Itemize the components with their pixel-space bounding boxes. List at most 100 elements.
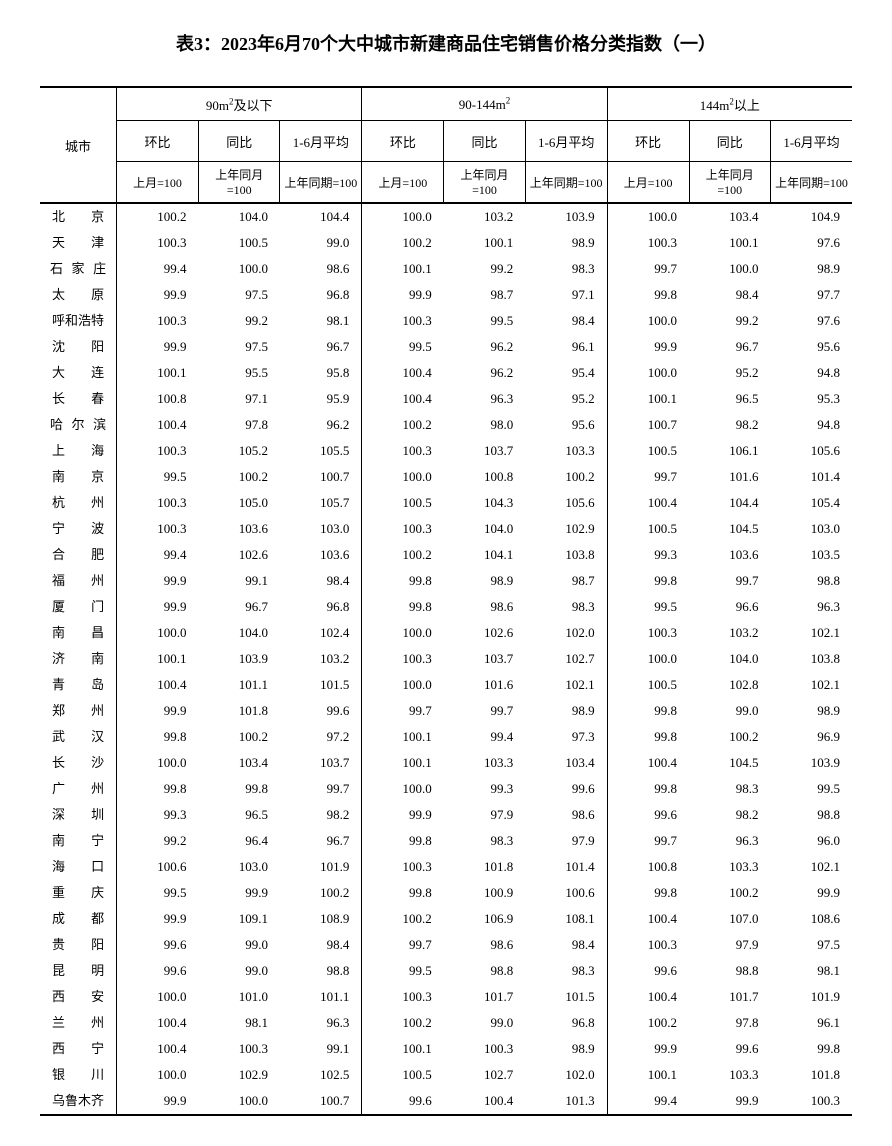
value-cell: 99.9 bbox=[117, 282, 199, 308]
value-cell: 96.3 bbox=[280, 1010, 362, 1036]
value-cell: 100.2 bbox=[689, 880, 770, 906]
value-cell: 104.0 bbox=[199, 620, 280, 646]
value-cell: 98.4 bbox=[689, 282, 770, 308]
value-cell: 100.7 bbox=[280, 1088, 362, 1115]
city-cell: 宁波 bbox=[40, 516, 117, 542]
city-cell: 沈阳 bbox=[40, 334, 117, 360]
value-cell: 100.1 bbox=[117, 360, 199, 386]
city-cell: 西安 bbox=[40, 984, 117, 1010]
value-cell: 99.8 bbox=[117, 724, 199, 750]
value-cell: 106.1 bbox=[689, 438, 770, 464]
table-row: 西安100.0101.0101.1100.3101.7101.5100.4101… bbox=[40, 984, 852, 1010]
value-cell: 98.7 bbox=[525, 568, 607, 594]
value-cell: 100.3 bbox=[117, 516, 199, 542]
value-cell: 99.9 bbox=[117, 594, 199, 620]
value-cell: 100.1 bbox=[362, 1036, 444, 1062]
value-cell: 106.9 bbox=[444, 906, 525, 932]
value-cell: 100.3 bbox=[362, 984, 444, 1010]
value-cell: 103.8 bbox=[525, 542, 607, 568]
value-cell: 100.2 bbox=[362, 1010, 444, 1036]
col-city: 城市 bbox=[40, 87, 117, 203]
value-cell: 99.3 bbox=[117, 802, 199, 828]
value-cell: 98.3 bbox=[525, 256, 607, 282]
table-row: 广州99.899.899.7100.099.399.699.898.399.5 bbox=[40, 776, 852, 802]
value-cell: 99.0 bbox=[444, 1010, 525, 1036]
value-cell: 104.4 bbox=[689, 490, 770, 516]
value-cell: 103.8 bbox=[770, 646, 852, 672]
value-cell: 101.5 bbox=[525, 984, 607, 1010]
value-cell: 99.3 bbox=[444, 776, 525, 802]
value-cell: 96.6 bbox=[689, 594, 770, 620]
value-cell: 99.3 bbox=[607, 542, 689, 568]
value-cell: 103.7 bbox=[280, 750, 362, 776]
value-cell: 95.2 bbox=[525, 386, 607, 412]
table-row: 重庆99.599.9100.299.8100.9100.699.8100.299… bbox=[40, 880, 852, 906]
city-cell: 昆明 bbox=[40, 958, 117, 984]
value-cell: 98.9 bbox=[525, 230, 607, 256]
value-cell: 105.5 bbox=[280, 438, 362, 464]
city-cell: 杭州 bbox=[40, 490, 117, 516]
value-cell: 99.1 bbox=[199, 568, 280, 594]
city-cell: 广州 bbox=[40, 776, 117, 802]
col-c-1: 环比 bbox=[607, 121, 689, 162]
value-cell: 100.2 bbox=[689, 724, 770, 750]
value-cell: 100.2 bbox=[362, 412, 444, 438]
value-cell: 104.4 bbox=[280, 203, 362, 230]
value-cell: 103.5 bbox=[770, 542, 852, 568]
value-cell: 100.3 bbox=[362, 646, 444, 672]
col-c-2: 同比 bbox=[689, 121, 770, 162]
table-row: 福州99.999.198.499.898.998.799.899.798.8 bbox=[40, 568, 852, 594]
value-cell: 96.1 bbox=[770, 1010, 852, 1036]
value-cell: 96.8 bbox=[280, 282, 362, 308]
value-cell: 100.5 bbox=[362, 1062, 444, 1088]
value-cell: 99.8 bbox=[362, 568, 444, 594]
table-row: 南宁99.296.496.799.898.397.999.796.396.0 bbox=[40, 828, 852, 854]
value-cell: 98.1 bbox=[199, 1010, 280, 1036]
value-cell: 100.0 bbox=[362, 672, 444, 698]
value-cell: 101.6 bbox=[689, 464, 770, 490]
value-cell: 95.4 bbox=[525, 360, 607, 386]
value-cell: 96.8 bbox=[280, 594, 362, 620]
value-cell: 99.6 bbox=[607, 958, 689, 984]
value-cell: 98.8 bbox=[280, 958, 362, 984]
value-cell: 102.5 bbox=[280, 1062, 362, 1088]
value-cell: 101.5 bbox=[280, 672, 362, 698]
value-cell: 103.6 bbox=[199, 516, 280, 542]
value-cell: 100.1 bbox=[444, 230, 525, 256]
value-cell: 100.0 bbox=[117, 1062, 199, 1088]
value-cell: 104.9 bbox=[770, 203, 852, 230]
value-cell: 105.6 bbox=[525, 490, 607, 516]
value-cell: 100.2 bbox=[280, 880, 362, 906]
value-cell: 100.0 bbox=[362, 464, 444, 490]
value-cell: 102.9 bbox=[525, 516, 607, 542]
value-cell: 103.2 bbox=[444, 203, 525, 230]
value-cell: 99.6 bbox=[280, 698, 362, 724]
value-cell: 99.6 bbox=[117, 958, 199, 984]
city-cell: 成都 bbox=[40, 906, 117, 932]
value-cell: 101.8 bbox=[444, 854, 525, 880]
value-cell: 100.5 bbox=[607, 672, 689, 698]
value-cell: 100.0 bbox=[362, 620, 444, 646]
value-cell: 98.4 bbox=[280, 932, 362, 958]
value-cell: 97.1 bbox=[525, 282, 607, 308]
value-cell: 104.1 bbox=[444, 542, 525, 568]
value-cell: 98.7 bbox=[444, 282, 525, 308]
value-cell: 94.8 bbox=[770, 360, 852, 386]
city-cell: 兰州 bbox=[40, 1010, 117, 1036]
value-cell: 102.9 bbox=[199, 1062, 280, 1088]
value-cell: 103.3 bbox=[525, 438, 607, 464]
table-row: 杭州100.3105.0105.7100.5104.3105.6100.4104… bbox=[40, 490, 852, 516]
base-c-1: 上月=100 bbox=[607, 162, 689, 204]
value-cell: 101.4 bbox=[525, 854, 607, 880]
value-cell: 100.0 bbox=[117, 750, 199, 776]
base-b-1: 上月=100 bbox=[362, 162, 444, 204]
table-row: 石家庄99.4100.098.6100.199.298.399.7100.098… bbox=[40, 256, 852, 282]
value-cell: 101.7 bbox=[444, 984, 525, 1010]
value-cell: 100.4 bbox=[117, 1010, 199, 1036]
value-cell: 100.1 bbox=[362, 750, 444, 776]
table-row: 乌鲁木齐99.9100.0100.799.6100.4101.399.499.9… bbox=[40, 1088, 852, 1115]
value-cell: 99.8 bbox=[770, 1036, 852, 1062]
value-cell: 105.7 bbox=[280, 490, 362, 516]
value-cell: 99.6 bbox=[117, 932, 199, 958]
value-cell: 98.8 bbox=[770, 802, 852, 828]
